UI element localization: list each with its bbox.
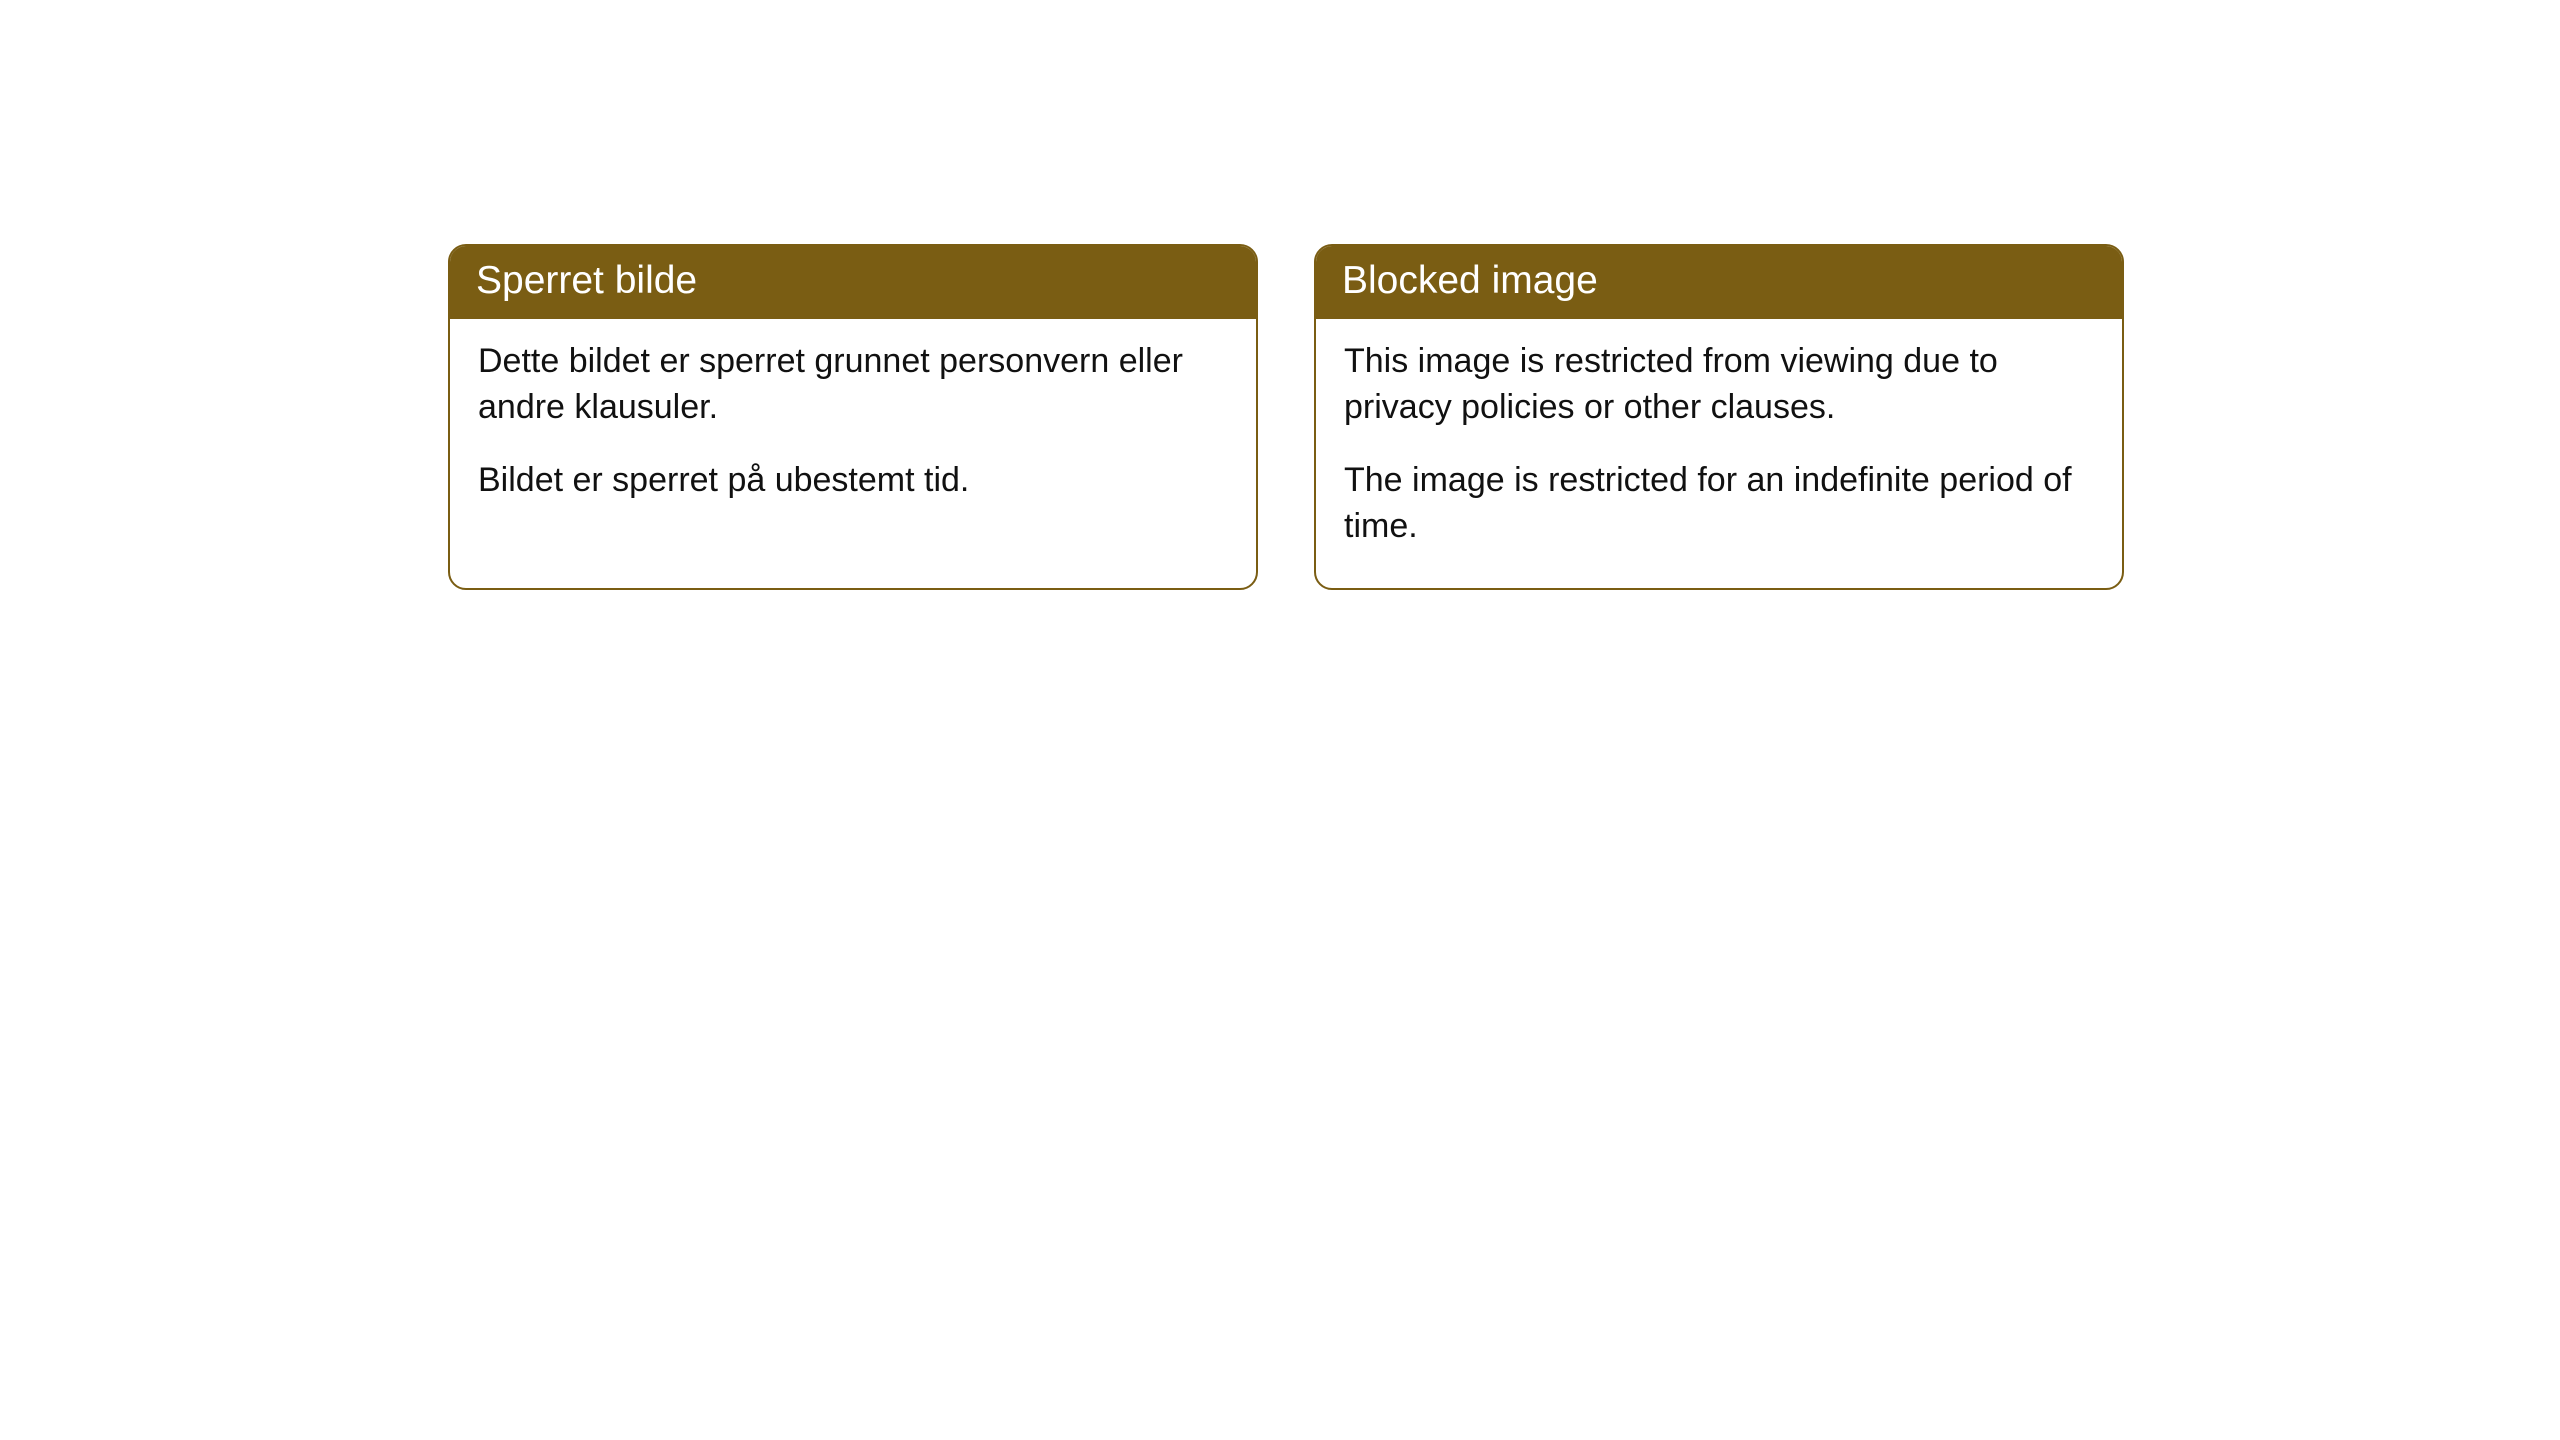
card-header-english: Blocked image xyxy=(1316,246,2122,319)
card-title: Blocked image xyxy=(1342,259,1598,302)
notice-text-paragraph: Dette bildet er sperret grunnet personve… xyxy=(478,339,1228,431)
notice-text-paragraph: Bildet er sperret på ubestemt tid. xyxy=(478,458,1228,504)
notice-card-english: Blocked image This image is restricted f… xyxy=(1314,244,2124,590)
card-body-english: This image is restricted from viewing du… xyxy=(1316,319,2122,589)
notice-cards-container: Sperret bilde Dette bildet er sperret gr… xyxy=(448,244,2124,590)
card-body-norwegian: Dette bildet er sperret grunnet personve… xyxy=(450,319,1256,543)
card-header-norwegian: Sperret bilde xyxy=(450,246,1256,319)
notice-text-paragraph: This image is restricted from viewing du… xyxy=(1344,339,2094,431)
notice-card-norwegian: Sperret bilde Dette bildet er sperret gr… xyxy=(448,244,1258,590)
card-title: Sperret bilde xyxy=(476,259,697,302)
notice-text-paragraph: The image is restricted for an indefinit… xyxy=(1344,458,2094,550)
